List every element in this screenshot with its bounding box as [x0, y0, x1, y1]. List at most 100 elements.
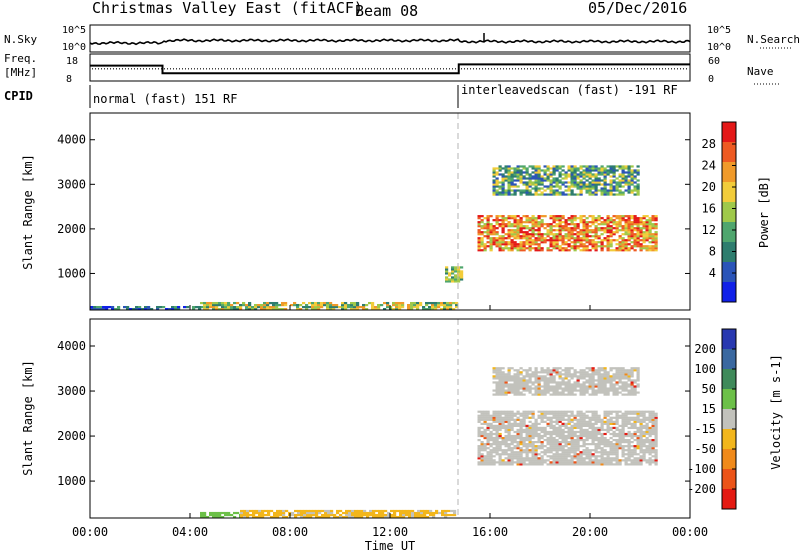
power-cell [218, 307, 222, 311]
velocity-cell [600, 457, 604, 460]
velocity-cell [516, 434, 520, 438]
velocity-colorbar-swatch [722, 449, 736, 470]
velocity-cell [624, 412, 628, 415]
velocity-cell [240, 511, 244, 515]
power-cell [510, 171, 514, 174]
velocity-cell [516, 428, 520, 432]
velocity-cell [618, 369, 622, 372]
power-cell [636, 237, 640, 240]
power-cell [597, 181, 601, 184]
power-cell [561, 247, 565, 250]
velocity-cell [510, 457, 514, 460]
velocity-cell [492, 455, 496, 458]
power-cell [597, 189, 601, 192]
power-cell [591, 185, 595, 188]
velocity-colorbar-tick-label: -15 [694, 422, 716, 436]
power-cell [612, 181, 616, 184]
power-cell [528, 173, 532, 176]
velocity-cell [597, 375, 601, 378]
velocity-cell [594, 432, 598, 436]
velocity-cell [633, 430, 637, 434]
velocity-cell [630, 369, 634, 372]
power-cell [594, 187, 598, 190]
power-cell [455, 303, 459, 307]
power-cell [492, 173, 496, 176]
velocity-cell [588, 432, 592, 436]
power-cell [510, 223, 514, 226]
power-cell [495, 237, 499, 240]
velocity-cell [582, 414, 586, 417]
velocity-cell [564, 424, 568, 428]
power-cell [594, 169, 598, 172]
power-cell [510, 243, 514, 246]
power-cell [555, 183, 559, 186]
velocity-cell [594, 414, 598, 417]
power-cell [257, 303, 261, 307]
velocity-cell [534, 391, 538, 394]
power-cell [567, 175, 571, 178]
velocity-cell [300, 511, 304, 515]
velocity-cell [567, 430, 571, 434]
velocity-cell [531, 461, 535, 464]
velocity-cell [504, 420, 508, 423]
velocity-cell [600, 443, 604, 446]
velocity-cell [534, 369, 538, 372]
velocity-cell [480, 410, 484, 413]
power-cell [570, 175, 574, 178]
velocity-cell [528, 436, 532, 440]
power-cell [558, 193, 562, 196]
power-cell [242, 303, 246, 307]
velocity-cell [441, 513, 445, 517]
velocity-cell [525, 447, 529, 450]
velocity-cell [504, 410, 508, 413]
power-cell [573, 241, 577, 244]
velocity-cell [528, 416, 532, 419]
velocity-cell [558, 410, 562, 413]
velocity-cell [447, 513, 451, 517]
power-cell [582, 185, 586, 188]
power-cell [510, 183, 514, 186]
velocity-cell [561, 441, 565, 444]
velocity-cell [552, 424, 556, 428]
velocity-cell [642, 414, 646, 417]
power-cell [630, 173, 634, 176]
velocity-cell [516, 418, 520, 421]
power-cell [510, 189, 514, 192]
velocity-cell [489, 449, 493, 452]
velocity-cell [528, 379, 532, 382]
power-cell [525, 171, 529, 174]
power-cell [486, 217, 490, 220]
power-cell [648, 223, 652, 226]
velocity-cell [306, 511, 310, 515]
velocity-cell [618, 377, 622, 380]
power-cell [483, 245, 487, 248]
velocity-cell [516, 375, 520, 378]
velocity-cell [537, 463, 541, 466]
velocity-cell [417, 511, 421, 515]
power-cell [549, 245, 553, 248]
power-cell [591, 223, 595, 226]
velocity-cell [594, 434, 598, 438]
velocity-cell [624, 371, 628, 374]
velocity-cell [327, 509, 331, 513]
power-cell [344, 305, 348, 309]
power-cell [618, 229, 622, 232]
velocity-cell [603, 367, 607, 370]
power-cell [603, 239, 607, 242]
power-cell [227, 301, 231, 305]
velocity-cell [510, 436, 514, 440]
velocity-cell [483, 422, 487, 425]
power-cell [633, 177, 637, 180]
velocity-cell [540, 457, 544, 460]
velocity-cell [585, 422, 589, 425]
velocity-cell [531, 451, 535, 454]
velocity-cell [594, 461, 598, 464]
velocity-cell [351, 515, 355, 519]
velocity-cell [600, 381, 604, 384]
velocity-cell [540, 461, 544, 464]
velocity-cell [513, 381, 517, 384]
power-cell [525, 231, 529, 234]
velocity-cell [612, 451, 616, 454]
power-cell [492, 187, 496, 190]
power-cell [519, 217, 523, 220]
